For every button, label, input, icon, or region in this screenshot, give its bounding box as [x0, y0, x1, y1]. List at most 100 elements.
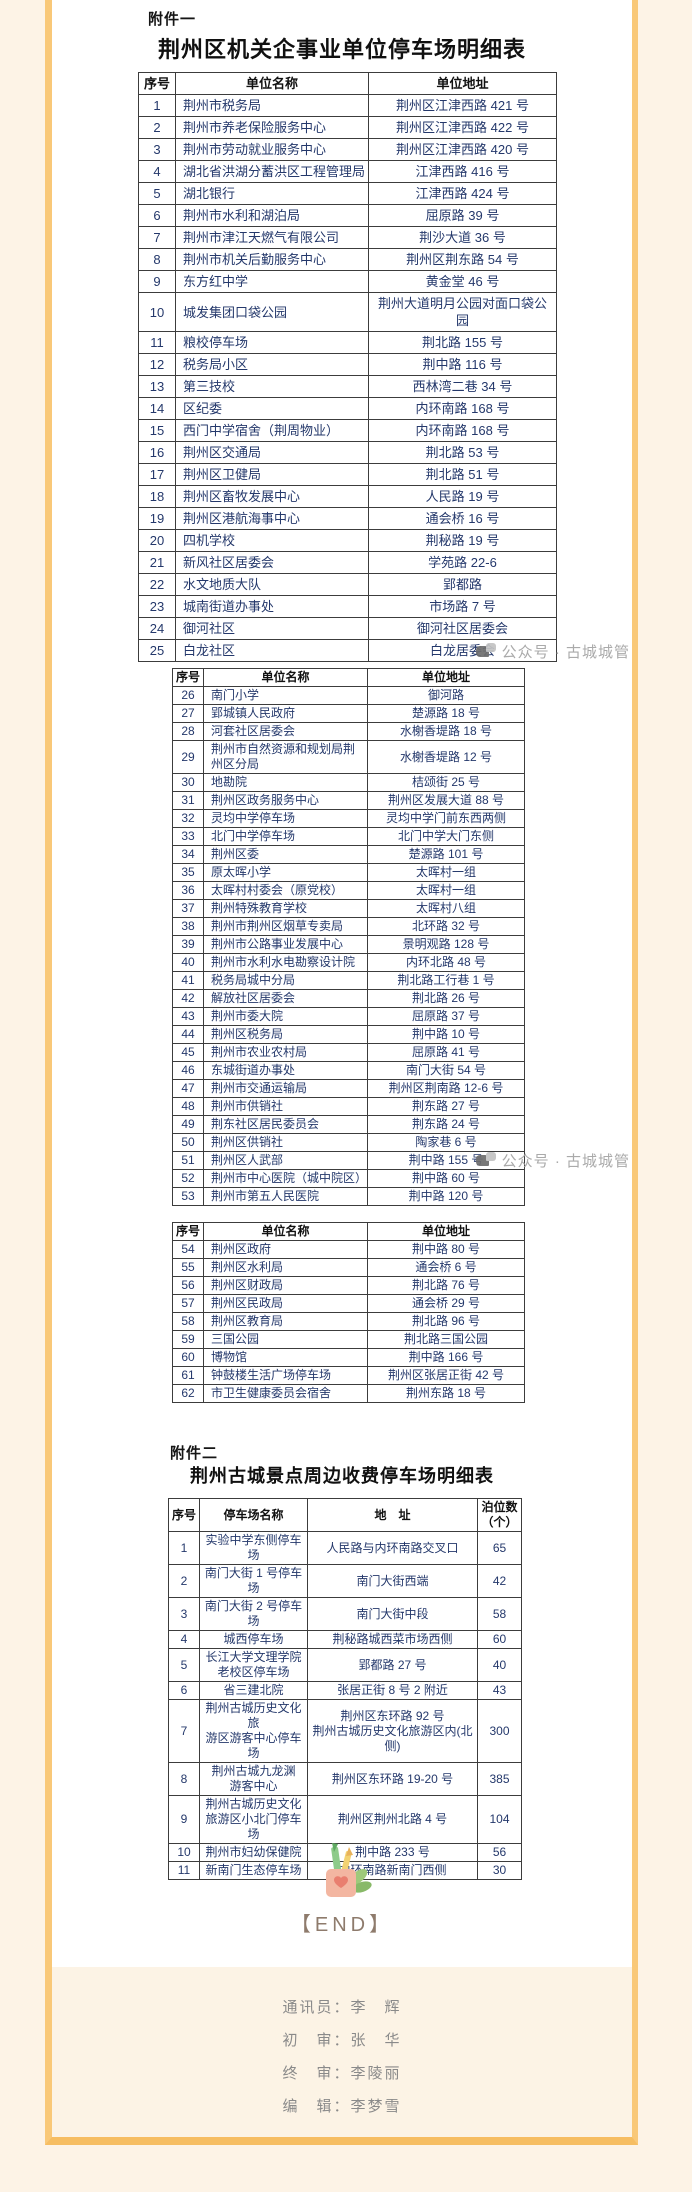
table-cell: 30 — [477, 1861, 522, 1880]
table-row: 7 荆州市津江天燃气有限公司 荆沙大道 36 号 — [138, 226, 557, 249]
table-cell: 市卫生健康委员会宿舍 — [203, 1384, 368, 1403]
table-cell: 荆州古城历史文化 旅游区小北门停车场 — [199, 1795, 308, 1844]
table-cell: 荆州区民政局 — [203, 1294, 368, 1313]
table-row: 8 荆州古城九龙渊 游客中心 荆州区东环路 19-20 号 385 — [168, 1762, 522, 1796]
table-cell: 黄金堂 46 号 — [368, 270, 557, 293]
table-row: 22 水文地质大队 郢都路 — [138, 573, 557, 596]
table-cell: 荆州市农业农村局 — [203, 1043, 368, 1062]
table-row: 37 荆州特殊教育学校 太晖村八组 — [172, 899, 525, 918]
table-cell: 53 — [172, 1187, 204, 1206]
table-row: 62 市卫生健康委员会宿舍 荆州东路 18 号 — [172, 1384, 525, 1403]
table-cell: 荆州市第五人民医院 — [203, 1187, 368, 1206]
table-cell: 陶家巷 6 号 — [367, 1133, 525, 1152]
table-cell: 44 — [172, 1025, 204, 1044]
table-cell: 荆州市税务局 — [175, 94, 369, 117]
table-cell: 南门小学 — [203, 686, 368, 705]
table-cell: 郢都路 — [368, 573, 557, 596]
table-cell: 南门大街西端 — [307, 1564, 478, 1598]
unit-parking-table-1: 序号 单位名称 单位地址 1 荆州市税务局 荆州区江津西路 421 号 2 荆州市养老保险服… — [138, 72, 557, 662]
table-row: 4 城西停车场 荆秘路城西菜市场西侧 60 — [168, 1630, 522, 1649]
table-cell: 2 — [138, 116, 176, 139]
table-cell: 荆州区畜牧发展中心 — [175, 485, 369, 508]
column-header: 泊位数 （个） — [477, 1498, 522, 1532]
table-row: 28 河套社区居委会 水榭香堤路 18 号 — [172, 722, 525, 741]
table-cell: 三国公园 — [203, 1330, 368, 1349]
table-cell: 8 — [138, 248, 176, 271]
table-cell: 省三建北院 — [199, 1681, 308, 1700]
table-row: 54 荆州区政府 荆中路 80 号 — [172, 1240, 525, 1259]
table-cell: 白龙社区 — [175, 639, 369, 662]
table-cell: 10 — [168, 1843, 200, 1862]
table-cell: 28 — [172, 722, 204, 741]
table-cell: 荆北路工行巷 1 号 — [367, 971, 525, 990]
table-cell: 通会桥 6 号 — [367, 1258, 525, 1277]
table-row: 15 西门中学宿舍（荆周物业） 内环南路 168 号 — [138, 419, 557, 442]
table-cell: 4 — [168, 1630, 200, 1649]
table-row: 5 湖北银行 江津西路 424 号 — [138, 182, 557, 205]
table-cell: 20 — [138, 529, 176, 552]
table-row: 6 荆州市水利和湖泊局 屈原路 39 号 — [138, 204, 557, 227]
table-cell: 58 — [477, 1597, 522, 1631]
table-cell: 太晖村八组 — [367, 899, 525, 918]
table-cell: 荆北路 96 号 — [367, 1312, 525, 1331]
table-row: 41 税务局城中分局 荆北路工行巷 1 号 — [172, 971, 525, 990]
table-cell: 荆州古城历史文化旅 游区游客中心停车场 — [199, 1699, 308, 1763]
table-cell: 荆州市津江天燃气有限公司 — [175, 226, 369, 249]
table-cell: 6 — [138, 204, 176, 227]
table-row: 31 荆州区政务服务中心 荆州区发展大道 88 号 — [172, 791, 525, 810]
table-cell: 内环北路 48 号 — [367, 953, 525, 972]
table-cell: 荆北路 51 号 — [368, 463, 557, 486]
table-cell: 荆州区江津西路 420 号 — [368, 138, 557, 161]
table-cell: 荆州区东环路 92 号 荆州古城历史文化旅游区内(北侧) — [307, 1699, 478, 1763]
table-cell: 300 — [477, 1699, 522, 1763]
table-cell: 河套社区居委会 — [203, 722, 368, 741]
paid-parking-table: 序号 停车场名称地 址泊位数 （个） 1 实验中学东侧停车场 人民路与内环南路交叉口 6… — [168, 1498, 522, 1880]
header-row: 序号 单位名称 单位地址 — [172, 668, 525, 687]
table-cell: 荆中路 80 号 — [367, 1240, 525, 1259]
table-cell: 新南门生态停车场 — [199, 1861, 308, 1880]
table-row: 3 南门大街 2 号停车场 南门大街中段 58 — [168, 1597, 522, 1631]
table-cell: 解放社区居委会 — [203, 989, 368, 1008]
table-row: 8 荆州市机关后勤服务中心 荆州区荆东路 54 号 — [138, 248, 557, 271]
table-row: 9 东方红中学 黄金堂 46 号 — [138, 270, 557, 293]
table-cell: 荆北路 53 号 — [368, 441, 557, 464]
table-row: 2 南门大街 1 号停车场 南门大街西端 42 — [168, 1564, 522, 1598]
table-cell: 7 — [168, 1699, 200, 1763]
table-cell: 5 — [138, 182, 176, 205]
table-cell: 1 — [168, 1531, 200, 1565]
attachment2-label: 附件二 — [170, 1445, 219, 1462]
table-cell: 钟鼓楼生活广场停车场 — [203, 1366, 368, 1385]
table-row: 33 北门中学停车场 北门中学大门东侧 — [172, 827, 525, 846]
table-row: 49 荆东社区居民委员会 荆东路 24 号 — [172, 1115, 525, 1134]
table-cell: 荆州市养老保险服务中心 — [175, 116, 369, 139]
table-cell: 14 — [138, 397, 176, 420]
table-cell: 104 — [477, 1795, 522, 1844]
table-cell: 太晖村一组 — [367, 863, 525, 882]
table-cell: 61 — [172, 1366, 204, 1385]
table-cell: 22 — [138, 573, 176, 596]
table-cell: 荆州区供销社 — [203, 1133, 368, 1152]
table-cell: 40 — [172, 953, 204, 972]
table-cell: 8 — [168, 1762, 200, 1796]
table-row: 58 荆州区教育局 荆北路 96 号 — [172, 1312, 525, 1331]
table-cell: 东城街道办事处 — [203, 1061, 368, 1080]
table-cell: 46 — [172, 1061, 204, 1080]
table-cell: 东方红中学 — [175, 270, 369, 293]
table-cell: 郢城镇人民政府 — [203, 704, 368, 723]
table-cell: 荆州区水利局 — [203, 1258, 368, 1277]
table-row: 47 荆州市交通运输局 荆州区荆南路 12-6 号 — [172, 1079, 525, 1098]
table-cell: 荆州区张居正街 42 号 — [367, 1366, 525, 1385]
table-cell: 3 — [138, 138, 176, 161]
table-cell: 荆州市妇幼保健院 — [199, 1843, 308, 1862]
table-cell: 税务局小区 — [175, 353, 369, 376]
table-cell: 人民路与内环南路交叉口 — [307, 1531, 478, 1565]
table-row: 19 荆州区港航海事中心 通会桥 16 号 — [138, 507, 557, 530]
table-cell: 灵均中学门前东西两侧 — [367, 809, 525, 828]
table-cell: 北门中学停车场 — [203, 827, 368, 846]
table-cell: 荆北路 155 号 — [368, 331, 557, 354]
table-cell: 荆州市交通运输局 — [203, 1079, 368, 1098]
table-cell: 23 — [138, 595, 176, 618]
table-cell: 通会桥 29 号 — [367, 1294, 525, 1313]
table-cell: 湖北省洪湖分蓄洪区工程管理局 — [175, 160, 369, 183]
table-cell: 南门大街 1 号停车场 — [199, 1564, 308, 1598]
